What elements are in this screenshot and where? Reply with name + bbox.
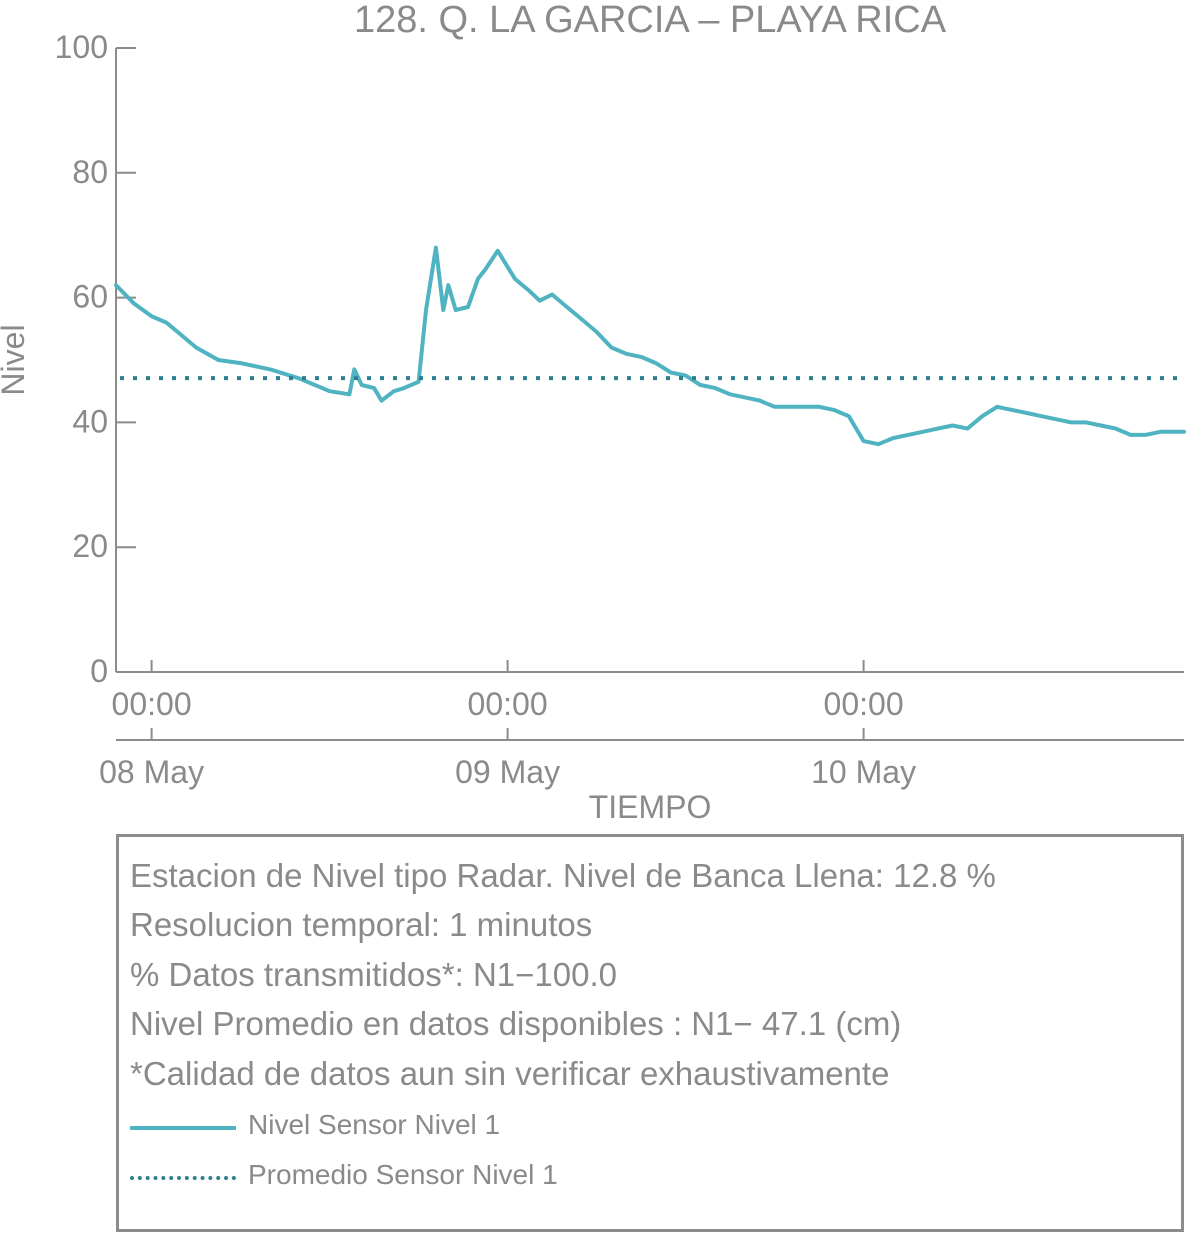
- legend-swatch-dotted: [130, 1176, 236, 1180]
- y-tick-label: 40: [72, 403, 108, 439]
- info-box: Estacion de Nivel tipo Radar. Nivel de B…: [116, 834, 1184, 1232]
- legend-label-level: Nivel Sensor Nivel 1: [248, 1109, 501, 1140]
- x-tick-label-date: 10 May: [811, 754, 916, 790]
- x-tick-label-time: 00:00: [468, 686, 548, 722]
- legend-swatch-solid: [130, 1126, 236, 1130]
- chart-title: 128. Q. LA GARCIA – PLAYA RICA: [354, 0, 947, 41]
- info-line-transmitted: % Datos transmitidos*: N1−100.0: [130, 956, 617, 993]
- info-line-quality: *Calidad de datos aun sin verificar exha…: [130, 1055, 890, 1092]
- y-tick-label: 60: [72, 279, 108, 315]
- series-layer: [114, 245, 1186, 447]
- y-tick-label: 20: [72, 528, 108, 564]
- legend-label-average: Promedio Sensor Nivel 1: [248, 1159, 558, 1190]
- x-tick-label-date: 08 May: [99, 754, 204, 790]
- x-axis-label: TIEMPO: [589, 789, 712, 825]
- legend-item-level: Nivel Sensor Nivel 1: [130, 1109, 830, 1143]
- x-tick-label-date: 09 May: [455, 754, 560, 790]
- info-line-station: Estacion de Nivel tipo Radar. Nivel de B…: [130, 857, 996, 894]
- level-chart: 128. Q. LA GARCIA – PLAYA RICA 0 20 40 60 80…: [0, 0, 1186, 825]
- x-axis: 00:00 08 May 00:00 09 May 00:00 10 May: [99, 660, 1184, 790]
- y-tick-label: 0: [90, 653, 108, 689]
- legend-item-average: Promedio Sensor Nivel 1: [130, 1159, 830, 1193]
- series-level-line: [114, 245, 1186, 447]
- y-axis-label: Nivel: [0, 324, 31, 395]
- info-line-average: Nivel Promedio en datos disponibles : N1…: [130, 1005, 902, 1042]
- x-tick-label-time: 00:00: [112, 686, 192, 722]
- y-axis: 0 20 40 60 80 100: [55, 29, 136, 689]
- x-tick-label-time: 00:00: [824, 686, 904, 722]
- y-tick-label: 100: [55, 29, 108, 65]
- y-tick-label: 80: [72, 154, 108, 190]
- info-line-resolution: Resolucion temporal: 1 minutos: [130, 906, 593, 943]
